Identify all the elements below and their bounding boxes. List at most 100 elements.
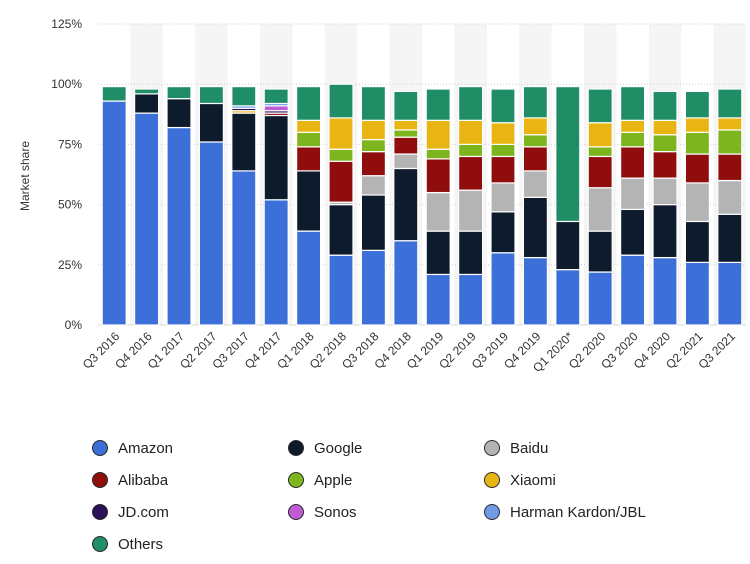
bar-segment xyxy=(458,230,484,276)
bar-segment xyxy=(619,119,646,133)
legend-item[interactable]: Sonos xyxy=(288,500,357,524)
x-tick-label: Q3 2021 xyxy=(695,329,738,372)
bar-segment xyxy=(231,112,257,172)
bar-segment xyxy=(425,119,451,150)
bar-segment xyxy=(425,148,451,160)
bar-segment xyxy=(134,93,160,114)
legend-item[interactable]: Google xyxy=(288,436,362,460)
bar-segment xyxy=(360,194,386,251)
bar-segment xyxy=(619,146,646,179)
bar-segment xyxy=(328,83,354,119)
bar-segment xyxy=(393,167,419,242)
y-tick-label: 25% xyxy=(58,258,82,272)
bar-segment xyxy=(522,86,549,119)
bar-segment xyxy=(684,182,711,223)
legend-swatch xyxy=(92,440,108,456)
bar-segment xyxy=(328,117,354,150)
bar-segment xyxy=(458,143,484,158)
bar-segment xyxy=(458,86,484,121)
legend-swatch xyxy=(288,504,304,520)
bar-segment xyxy=(296,119,322,133)
bar-segment xyxy=(522,196,549,259)
bar-segment xyxy=(587,146,613,158)
bar-segment xyxy=(587,155,613,189)
legend-swatch xyxy=(92,536,108,552)
legend-label: Amazon xyxy=(118,439,174,457)
legend-label: Xiaomi xyxy=(510,471,556,489)
bar-segment xyxy=(360,86,386,121)
gridlines xyxy=(98,23,746,326)
legend-label: Alibaba xyxy=(118,471,169,489)
legend-label: Google xyxy=(314,439,363,457)
y-tick-label: 0% xyxy=(65,318,83,332)
bars xyxy=(101,83,743,326)
bar-segment xyxy=(522,170,549,198)
bar-segment xyxy=(684,153,711,184)
bar-segment xyxy=(166,98,192,129)
bar-segment xyxy=(360,138,386,153)
legend-item[interactable]: Apple xyxy=(288,468,352,492)
bar-segment xyxy=(652,256,678,326)
bar-segment xyxy=(490,155,516,184)
bar-segment xyxy=(360,249,386,326)
bar-segment xyxy=(296,131,322,148)
bar-segment xyxy=(263,114,289,201)
bar-segment xyxy=(587,230,613,273)
bar-segment xyxy=(198,86,224,105)
bar-segment xyxy=(684,261,711,326)
bar-segment xyxy=(522,134,549,148)
bar-segment xyxy=(101,86,127,102)
legend-item[interactable]: Harman Kardon/JBL xyxy=(484,500,646,524)
bar-segment xyxy=(296,170,322,232)
bar-segment xyxy=(619,131,646,148)
bar-segment xyxy=(652,119,678,136)
bar-segment xyxy=(458,119,484,145)
bar-segment xyxy=(490,88,516,124)
legend-item[interactable]: Others xyxy=(92,532,163,556)
bar-segment xyxy=(652,204,678,259)
y-axis-ticks: 0% 25% 50% 75% 100% 125% xyxy=(51,17,82,332)
bar-segment xyxy=(490,143,516,158)
legend-item[interactable]: Alibaba xyxy=(92,468,168,492)
legend-item[interactable]: Baidu xyxy=(484,436,548,460)
bar-segment xyxy=(717,153,743,182)
bar-segment xyxy=(684,90,711,119)
bar-segment xyxy=(263,105,289,112)
bar-segment xyxy=(296,146,322,172)
bar-segment xyxy=(587,122,613,148)
bar-segment xyxy=(166,126,192,326)
bar-segment xyxy=(717,261,743,326)
legend-item[interactable]: JD.com xyxy=(92,500,169,524)
bar-segment xyxy=(717,88,743,119)
bar-segment xyxy=(134,112,160,326)
legend-label: Harman Kardon/JBL xyxy=(510,503,646,521)
bar-segment xyxy=(555,86,581,223)
bar-segment xyxy=(555,269,581,326)
bar-segment xyxy=(393,119,419,131)
bar-segment xyxy=(522,146,549,172)
bar-segment xyxy=(263,88,289,105)
legend-swatch xyxy=(92,472,108,488)
bar-segment xyxy=(425,191,451,232)
bar-segment xyxy=(198,102,224,143)
bar-segment xyxy=(198,141,224,326)
legend-item[interactable]: Xiaomi xyxy=(484,468,556,492)
bar-segment xyxy=(619,177,646,211)
legend-label: Others xyxy=(118,535,164,553)
y-tick-label: 75% xyxy=(58,137,82,151)
bar-segment xyxy=(555,220,581,271)
bar-segment xyxy=(619,208,646,256)
bar-segment xyxy=(684,220,711,263)
legend-label: Apple xyxy=(314,471,353,489)
legend-item[interactable]: Amazon xyxy=(92,436,173,460)
bar-segment xyxy=(231,86,257,107)
bar-segment xyxy=(360,175,386,196)
bar-segment xyxy=(717,117,743,131)
bar-segment xyxy=(328,148,354,162)
legend-label: Sonos xyxy=(314,503,357,521)
y-tick-label: 125% xyxy=(51,17,82,31)
bar-segment xyxy=(522,256,549,326)
bar-segment xyxy=(458,273,484,326)
bar-segment xyxy=(717,179,743,215)
